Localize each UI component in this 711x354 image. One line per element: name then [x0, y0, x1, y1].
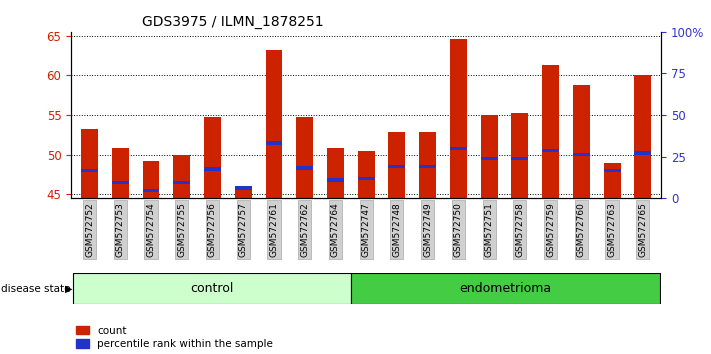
Bar [388, 132, 405, 198]
Bar [481, 157, 498, 160]
Bar [450, 39, 467, 198]
Bar [419, 165, 436, 169]
Bar [511, 157, 528, 160]
Text: GSM572762: GSM572762 [300, 202, 309, 257]
Text: GSM572754: GSM572754 [146, 202, 156, 257]
Bar [143, 189, 159, 192]
Bar [634, 151, 651, 155]
Text: GSM572760: GSM572760 [577, 202, 586, 257]
Text: GSM572764: GSM572764 [331, 202, 340, 257]
Bar [327, 178, 344, 182]
Text: GSM572747: GSM572747 [362, 202, 370, 257]
Bar [542, 149, 559, 153]
Bar [235, 186, 252, 190]
Bar [634, 75, 651, 198]
Bar [112, 148, 129, 198]
Text: GSM572763: GSM572763 [608, 202, 616, 257]
Bar [511, 114, 528, 198]
Text: GSM572757: GSM572757 [239, 202, 247, 257]
Text: control: control [190, 282, 233, 295]
Text: GSM572753: GSM572753 [116, 202, 124, 257]
Text: GSM572765: GSM572765 [638, 202, 647, 257]
Bar [542, 65, 559, 198]
Bar [112, 181, 129, 184]
Bar [265, 50, 282, 198]
Bar [296, 166, 313, 170]
Bar [81, 129, 98, 198]
Text: GSM572756: GSM572756 [208, 202, 217, 257]
Text: GDS3975 / ILMN_1878251: GDS3975 / ILMN_1878251 [142, 16, 324, 29]
Text: GSM572751: GSM572751 [485, 202, 493, 257]
Bar [204, 116, 221, 198]
Bar [351, 273, 660, 304]
Bar [450, 147, 467, 150]
Bar [265, 141, 282, 144]
Bar [388, 165, 405, 169]
Bar [173, 181, 191, 184]
Bar [358, 177, 375, 180]
Bar [573, 85, 589, 198]
Text: GSM572759: GSM572759 [546, 202, 555, 257]
Text: GSM572749: GSM572749 [423, 202, 432, 257]
Bar [296, 118, 313, 198]
Text: disease state: disease state [1, 284, 70, 293]
Bar [358, 151, 375, 198]
Text: GSM572748: GSM572748 [392, 202, 402, 257]
Text: GSM572750: GSM572750 [454, 202, 463, 257]
Text: GSM572761: GSM572761 [269, 202, 279, 257]
Bar [327, 148, 344, 198]
Bar [143, 161, 159, 198]
Bar [173, 155, 191, 198]
Bar [81, 169, 98, 172]
Bar [573, 153, 589, 156]
Text: ▶: ▶ [65, 284, 73, 293]
Bar [604, 169, 621, 172]
Legend: count, percentile rank within the sample: count, percentile rank within the sample [76, 326, 273, 349]
Bar [604, 162, 621, 198]
Text: endometrioma: endometrioma [459, 282, 551, 295]
Bar [235, 189, 252, 198]
Bar [481, 115, 498, 198]
Text: GSM572758: GSM572758 [515, 202, 524, 257]
Bar [419, 132, 436, 198]
Text: GSM572755: GSM572755 [177, 202, 186, 257]
Bar [204, 167, 221, 171]
Text: GSM572752: GSM572752 [85, 202, 94, 257]
Bar [73, 273, 351, 304]
